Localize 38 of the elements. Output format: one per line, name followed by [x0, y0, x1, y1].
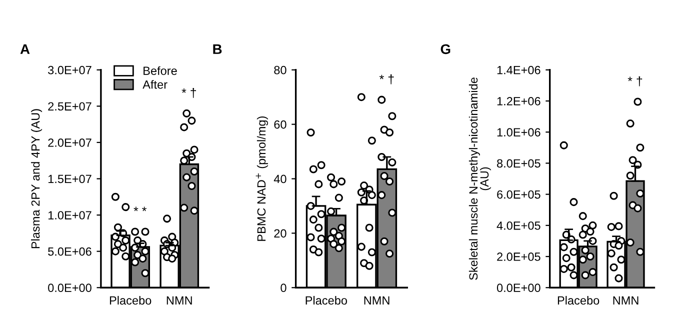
legend-label: Before: [144, 66, 177, 75]
y-tick-label: 0.0E+00: [48, 284, 92, 292]
y-tick-label: 0.0E+00: [496, 284, 540, 292]
y-tick-label: 80: [274, 66, 286, 74]
annotation: * †: [379, 74, 394, 84]
chart-title: A: [20, 44, 30, 54]
x-tick-label: NMN: [613, 296, 638, 305]
y-axis-title: PBMC NAD$^{+}$ (pmol/mg): [256, 116, 268, 241]
x-tick-label: NMN: [166, 296, 192, 305]
y-tick-label: 5.0E+06: [48, 247, 92, 256]
x-tick-label: NMN: [364, 296, 390, 305]
y-tick-label: 1.4E+06: [497, 66, 540, 74]
y-tick-label: 3.0E+07: [48, 66, 92, 74]
annotation: * *: [134, 206, 147, 212]
y-axis-title: Skeletal muscle N-methyl-nicotinamide (AU): [468, 78, 491, 280]
y-tick-label: 1.0E+06: [497, 128, 540, 136]
y-tick-label: 1.5E+07: [48, 174, 92, 184]
y-tick-label: 40: [274, 174, 286, 184]
y-tick-label: 4.0E+05: [496, 221, 540, 230]
y-axis-title: Plasma 2PY and 4PY (AU): [31, 109, 42, 248]
y-tick-label: 2.0E+05: [497, 252, 540, 261]
annotation: * †: [182, 88, 196, 98]
x-tick-label: Placebo: [110, 296, 152, 305]
y-tick-label: 0: [280, 284, 286, 292]
y-tick-label: 2.5E+07: [48, 102, 92, 111]
x-tick-label: Placebo: [558, 296, 600, 305]
annotation: * †: [628, 76, 642, 86]
legend-label: After: [142, 80, 168, 89]
y-tick-label: 20: [274, 229, 286, 238]
y-tick-label: 60: [274, 120, 286, 129]
x-tick-label: Placebo: [306, 296, 348, 305]
y-tick-label: 1.2E+06: [497, 97, 540, 106]
y-tick-label: 6.0E+05: [497, 190, 540, 199]
chart-title: G: [440, 44, 450, 54]
y-tick-label: 1.0E+07: [48, 211, 92, 220]
y-tick-label: 2.0E+07: [48, 138, 92, 147]
y-tick-label: 8.0E+05: [497, 159, 540, 168]
chart-title: B: [213, 44, 222, 54]
